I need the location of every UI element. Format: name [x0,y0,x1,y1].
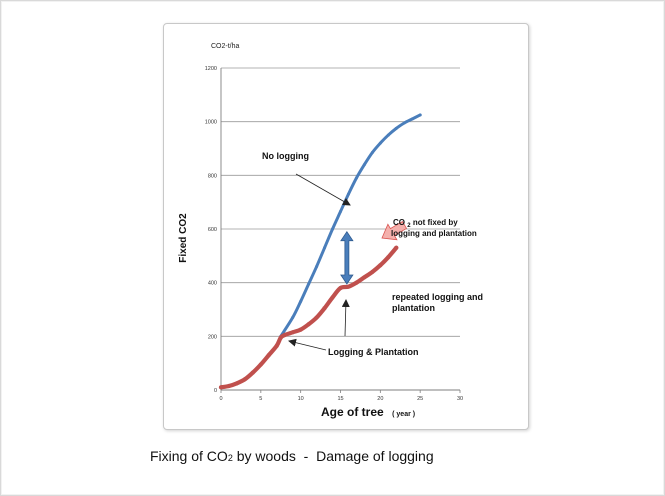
y-tick-label-600: 600 [208,227,217,233]
pointer-block-arrow [381,220,408,241]
point-logging-plantation-14 [322,306,327,311]
annotation-co2-not-fixed-rest: not fixed by [413,218,458,227]
x-tick-label-15: 15 [337,396,343,402]
unit-label: CO2-t/ha [211,43,240,50]
y-tick-label-200: 200 [208,334,217,340]
point-logging-plantation-9 [282,332,287,338]
annotation-repeated-pointer [341,299,350,337]
point-no-logging-8 [346,192,350,196]
point-no-logging-12 [378,141,382,145]
x-tick-label-30: 30 [457,396,463,402]
point-logging-plantation-10 [290,330,295,335]
figure-caption: Fixing of CO2 by woods - Damage of loggi… [150,448,530,464]
x-tick-label-5: 5 [259,396,262,402]
x-tick-label-10: 10 [298,396,304,402]
annotation-no-logging-pointer [295,173,351,206]
caption-suffix: by woods - Damage of logging [232,448,434,464]
series-line-logging-plantation [218,245,399,390]
point-no-logging-2 [299,299,303,303]
point-logging-plantation-3 [242,377,247,382]
y-tick-label-0: 0 [214,388,217,394]
annotation-no-logging: No logging [262,151,309,161]
caption-prefix: Fixing of CO [150,448,228,464]
y-tick-label-1200: 1200 [205,66,217,72]
point-logging-plantation-7 [274,343,279,348]
point-logging-plantation-1 [226,383,232,389]
point-no-logging-15 [402,121,406,125]
point-no-logging-1 [291,316,295,320]
annotation-co2-not-fixed-co: CO [393,218,405,227]
gap-double-arrow [340,230,354,285]
caption-sub: 2 [227,453,233,463]
point-logging-plantation-6 [266,353,271,358]
y-axis-title: Fixed CO2 [178,213,189,263]
point-logging-plantation-5 [258,362,263,367]
point-logging-plantation-23 [394,245,399,250]
point-logging-plantation-17 [346,284,351,289]
point-no-logging-16 [410,117,414,121]
point-no-logging-13 [386,133,390,137]
x-tick-label-25: 25 [417,396,423,402]
point-logging-plantation-11 [298,327,303,332]
point-no-logging-11 [370,151,374,155]
point-logging-plantation-15 [330,295,335,300]
point-logging-plantation-19 [362,275,367,280]
y-tick-label-1000: 1000 [205,120,217,126]
annotation-logging-plantation-pointer [288,338,327,351]
point-logging-plantation-0 [218,385,224,390]
point-no-logging-5 [323,246,327,250]
point-logging-plantation-2 [234,381,240,386]
point-no-logging-14 [394,126,398,130]
point-no-logging-17 [418,113,422,117]
point-logging-plantation-22 [386,255,391,260]
annotation-co2-not-fixed-line2: logging and plantation [391,229,477,238]
point-logging-plantation-21 [378,263,383,268]
x-axis-title-unit: ( year ) [392,411,415,418]
y-tick-label-800: 800 [208,173,217,179]
point-logging-plantation-20 [370,269,375,275]
y-tick-label-400: 400 [208,281,217,287]
x-tick-label-20: 20 [377,396,383,402]
chart-panel [163,23,529,430]
point-no-logging-4 [315,265,319,269]
point-logging-plantation-16 [338,285,343,291]
point-logging-plantation-18 [354,280,359,285]
point-no-logging-10 [362,163,366,167]
annotation-co2-not-fixed-sub: 2 [407,223,411,229]
x-tick-label-0: 0 [219,396,222,402]
point-no-logging-3 [307,282,311,286]
point-logging-plantation-8 [278,335,283,340]
annotation-logging-plantation: Logging & Plantation [328,347,419,357]
annotation-repeated-line1: repeated logging and [392,292,483,302]
x-axis-title: Age of tree ( year ) [321,403,415,420]
point-no-logging-6 [331,227,335,231]
point-no-logging-9 [354,176,358,180]
point-logging-plantation-4 [250,370,255,375]
x-axis-title-main: Age of tree [321,405,384,419]
annotation-repeated-line2: plantation [392,303,435,313]
point-no-logging-7 [339,210,342,214]
point-logging-plantation-13 [314,315,319,320]
annotation-co2-not-fixed: CO 2 not fixed by [393,218,458,229]
point-logging-plantation-12 [306,322,311,327]
